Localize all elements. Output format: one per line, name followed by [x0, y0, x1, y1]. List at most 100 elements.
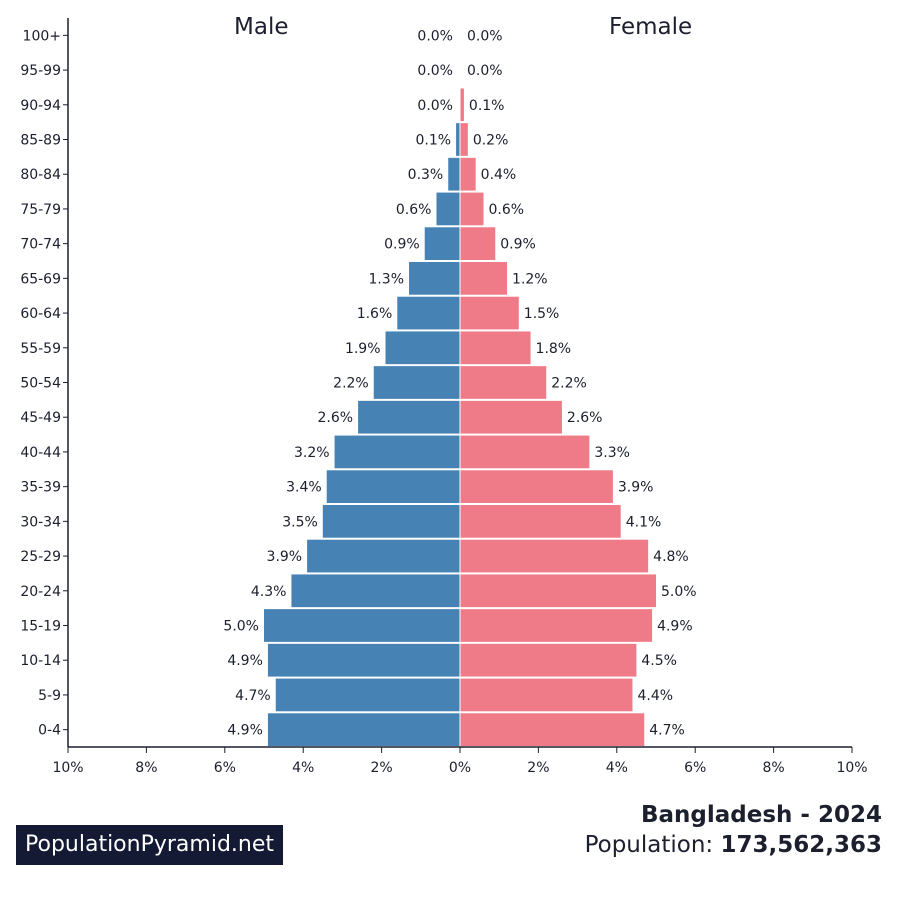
male-label-95-99: 0.0%: [417, 63, 453, 79]
x-tick-label: 6%: [214, 760, 236, 776]
male-label-50-54: 2.2%: [333, 376, 369, 392]
x-tick-label: 10%: [52, 760, 83, 776]
female-label-45-49: 2.6%: [567, 410, 603, 426]
male-bar-65-69: [409, 262, 460, 295]
female-bar-5-9: [460, 678, 633, 712]
female-label-55-59: 1.8%: [536, 341, 572, 357]
female-bar-90-94: [460, 88, 464, 122]
population-value: 173,562,363: [720, 832, 882, 858]
male-bar-85-89: [456, 123, 460, 156]
age-label-10-14: 10-14: [20, 653, 61, 669]
male-bar-55-59: [385, 331, 460, 365]
female-bar-60-64: [460, 296, 519, 330]
x-tick-label: 4%: [292, 760, 314, 776]
age-label-75-79: 75-79: [20, 202, 61, 218]
male-label-80-84: 0.3%: [408, 167, 444, 183]
country-year-title: Bangladesh - 2024: [641, 802, 882, 828]
male-label-75-79: 0.6%: [396, 202, 432, 218]
female-label-20-24: 5.0%: [661, 584, 697, 600]
male-label-70-74: 0.9%: [384, 237, 420, 253]
male-bar-10-14: [267, 643, 460, 677]
female-bar-10-14: [460, 643, 637, 677]
female-bar-20-24: [460, 574, 656, 608]
female-bar-25-29: [460, 539, 649, 573]
male-label-5-9: 4.7%: [235, 688, 271, 704]
age-label-70-74: 70-74: [20, 237, 61, 253]
female-label-95-99: 0.0%: [467, 63, 503, 79]
female-bar-45-49: [460, 400, 562, 434]
age-label-30-34: 30-34: [20, 514, 61, 530]
female-label-30-34: 4.1%: [626, 514, 662, 530]
age-label-55-59: 55-59: [20, 341, 61, 357]
female-bar-85-89: [460, 123, 468, 156]
female-label-75-79: 0.6%: [489, 202, 525, 218]
male-label-10-14: 4.9%: [227, 653, 263, 669]
male-bar-20-24: [291, 574, 460, 608]
age-label-20-24: 20-24: [20, 584, 61, 600]
female-label-60-64: 1.5%: [524, 306, 560, 322]
female-label-90-94: 0.1%: [469, 98, 505, 114]
male-label-55-59: 1.9%: [345, 341, 381, 357]
female-bar-80-84: [460, 157, 476, 191]
site-logo[interactable]: PopulationPyramid.net: [16, 825, 284, 865]
male-header: Male: [234, 14, 289, 40]
age-label-40-44: 40-44: [20, 445, 61, 461]
x-tick-label: 8%: [762, 760, 784, 776]
age-label-95-99: 95-99: [20, 63, 61, 79]
age-label-45-49: 45-49: [20, 410, 61, 426]
age-label-90-94: 90-94: [20, 98, 61, 114]
female-bar-40-44: [460, 435, 590, 469]
female-label-10-14: 4.5%: [641, 653, 677, 669]
male-bar-50-54: [373, 366, 460, 399]
age-label-15-19: 15-19: [20, 619, 61, 635]
x-tick-label: 0%: [449, 760, 471, 776]
male-bar-60-64: [397, 296, 460, 330]
female-label-0-4: 4.7%: [649, 723, 685, 739]
female-label-35-39: 3.9%: [618, 480, 654, 496]
male-bar-5-9: [275, 678, 460, 712]
male-bar-25-29: [307, 539, 460, 573]
male-label-45-49: 2.6%: [318, 410, 354, 426]
male-label-25-29: 3.9%: [267, 549, 303, 565]
age-label-85-89: 85-89: [20, 133, 61, 149]
population-label: Population:: [584, 832, 714, 858]
x-tick-label: 6%: [684, 760, 706, 776]
male-label-15-19: 5.0%: [223, 619, 259, 635]
x-tick-label: 2%: [527, 760, 549, 776]
male-bar-40-44: [334, 435, 460, 469]
female-bar-75-79: [460, 192, 484, 226]
male-bar-75-79: [436, 192, 460, 226]
age-label-65-69: 65-69: [20, 271, 61, 287]
male-bar-45-49: [358, 400, 460, 434]
male-bar-30-34: [322, 505, 460, 538]
female-bar-0-4: [460, 713, 645, 746]
female-label-85-89: 0.2%: [473, 133, 509, 149]
age-label-0-4: 0-4: [38, 723, 61, 739]
age-label-25-29: 25-29: [20, 549, 61, 565]
population-pyramid-chart: 4.9% 4.7% 0-4 4.7% 4.4% 5-9 4.9% 4.5% 10-14 5.0% 4…: [20, 18, 868, 776]
female-bar-35-39: [460, 470, 613, 503]
male-bar-15-19: [264, 609, 460, 642]
female-label-100+: 0.0%: [467, 28, 503, 44]
male-bar-0-4: [267, 713, 460, 746]
female-bar-70-74: [460, 227, 496, 260]
male-bar-35-39: [326, 470, 460, 503]
female-label-40-44: 3.3%: [594, 445, 630, 461]
male-label-65-69: 1.3%: [368, 271, 404, 287]
male-bar-80-84: [448, 157, 460, 191]
x-tick-label: 2%: [370, 760, 392, 776]
x-tick-label: 4%: [606, 760, 628, 776]
male-label-85-89: 0.1%: [416, 133, 452, 149]
x-tick-label: 8%: [135, 760, 157, 776]
male-label-40-44: 3.2%: [294, 445, 330, 461]
female-bar-15-19: [460, 609, 653, 642]
female-label-25-29: 4.8%: [653, 549, 689, 565]
female-bar-65-69: [460, 262, 508, 295]
male-label-0-4: 4.9%: [227, 723, 263, 739]
female-bar-55-59: [460, 331, 531, 365]
male-label-60-64: 1.6%: [357, 306, 393, 322]
male-label-100+: 0.0%: [417, 28, 453, 44]
age-label-5-9: 5-9: [38, 688, 61, 704]
age-label-35-39: 35-39: [20, 480, 61, 496]
female-label-70-74: 0.9%: [500, 237, 536, 253]
